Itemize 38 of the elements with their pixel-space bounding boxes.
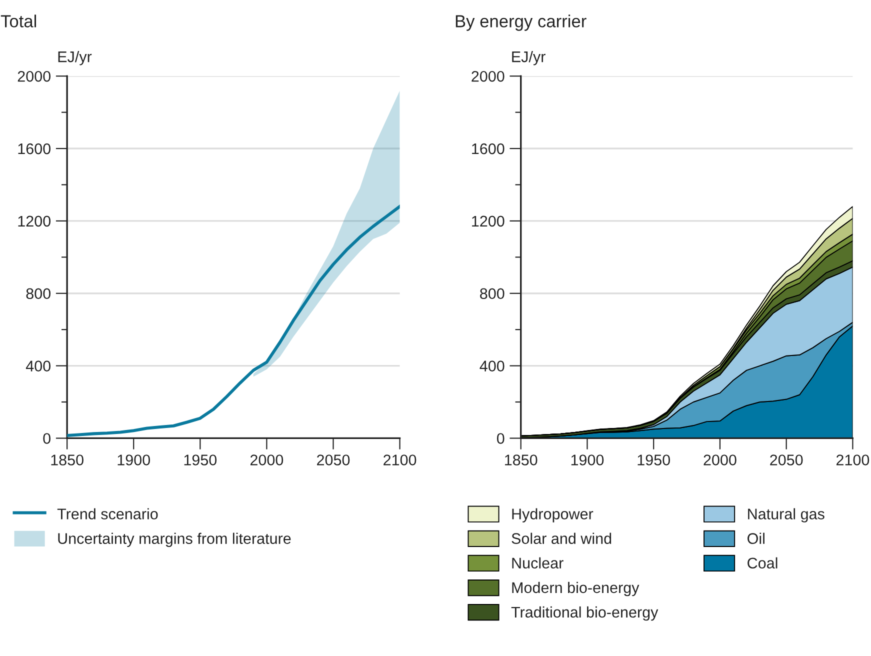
legend-label: Traditional bio-energy bbox=[511, 606, 658, 621]
y-tick-label: 0 bbox=[496, 433, 504, 444]
x-tick-label: 1950 bbox=[184, 454, 217, 466]
x-tick-label: 2050 bbox=[770, 454, 803, 466]
y-axis-title: EJ/yr bbox=[512, 50, 546, 66]
legend-label: Oil bbox=[748, 532, 764, 544]
legend-label: Natural gas bbox=[748, 508, 824, 522]
x-tick-label: 2100 bbox=[384, 454, 416, 466]
legend-label: Trend scenario bbox=[57, 508, 158, 520]
legend-label: Coal bbox=[748, 557, 778, 569]
x-tick-label: 1950 bbox=[638, 454, 670, 466]
legend-label: Solar and wind bbox=[512, 532, 612, 544]
y-tick-label: 800 bbox=[480, 288, 504, 300]
legend-label: Nuclear bbox=[512, 557, 564, 569]
y-tick-label: 1600 bbox=[18, 143, 50, 154]
x-tick-label: 1850 bbox=[505, 454, 538, 466]
y-tick-label: 2000 bbox=[472, 70, 504, 82]
x-tick-label: 2100 bbox=[836, 454, 870, 466]
chart-title: Total bbox=[0, 14, 36, 28]
x-tick-label: 1900 bbox=[571, 454, 604, 466]
y-tick-label: 1600 bbox=[472, 143, 504, 154]
y-tick-label: 0 bbox=[43, 433, 50, 444]
y-axis-title: EJ/yr bbox=[58, 50, 92, 66]
legend-label: Modern bio-energy bbox=[512, 582, 640, 596]
x-tick-label: 1850 bbox=[51, 454, 84, 466]
x-tick-label: 1900 bbox=[118, 454, 150, 466]
x-tick-label: 2000 bbox=[250, 454, 284, 466]
legend-label: Hydropower bbox=[512, 508, 594, 522]
y-tick-label: 800 bbox=[26, 288, 50, 300]
y-tick-label: 400 bbox=[480, 360, 504, 372]
x-tick-label: 2000 bbox=[704, 454, 736, 466]
y-tick-label: 400 bbox=[26, 360, 50, 372]
y-tick-label: 1200 bbox=[472, 216, 504, 227]
y-tick-label: 2000 bbox=[18, 70, 50, 82]
x-tick-label: 2050 bbox=[317, 454, 350, 466]
text: Uncertainty margins from literature bbox=[58, 532, 291, 547]
y-tick-label: 1200 bbox=[18, 216, 50, 227]
chart-title: By energy carrier bbox=[456, 14, 586, 31]
